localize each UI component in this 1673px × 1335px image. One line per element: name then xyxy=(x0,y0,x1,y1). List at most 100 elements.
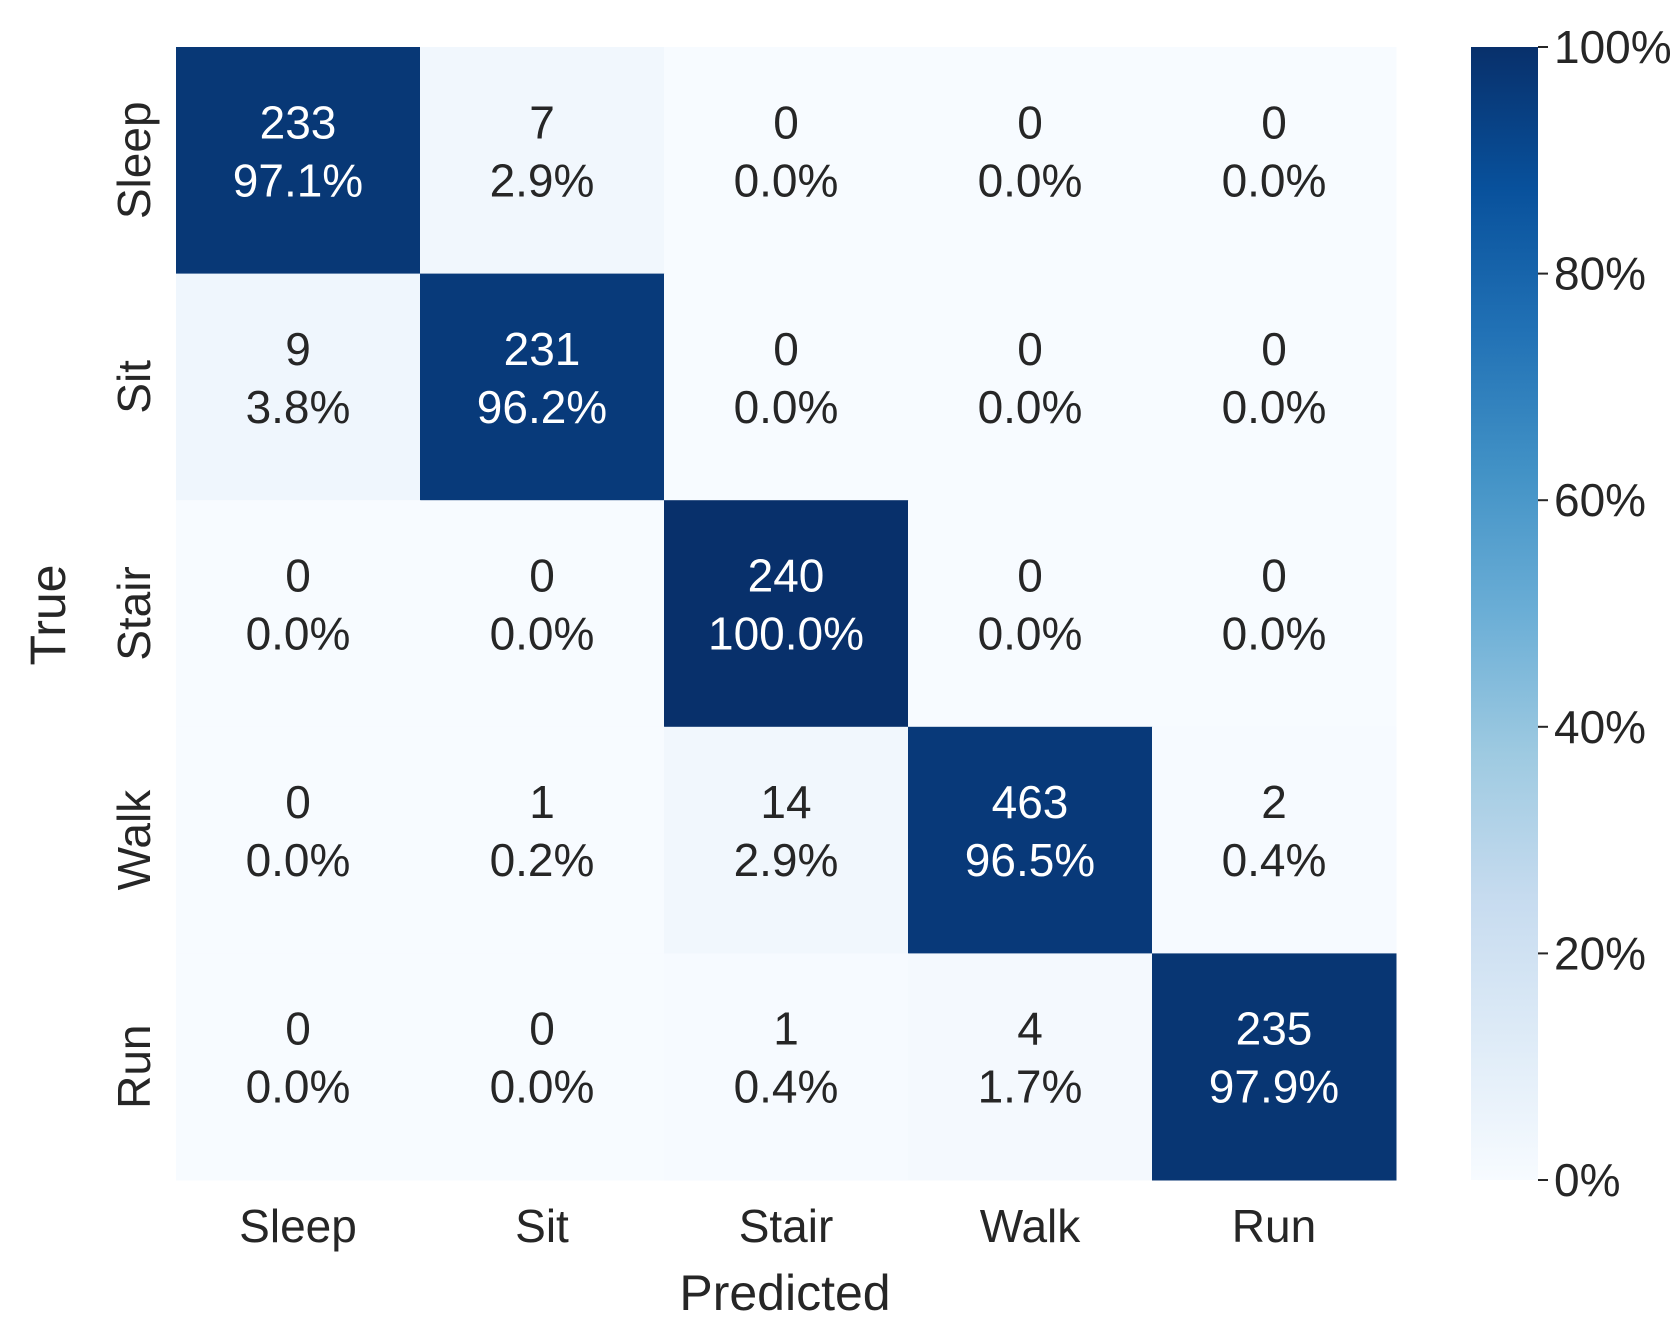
heatmap-cell xyxy=(420,273,665,501)
colorbar-ticks: 0% 20% 40% 60% 80% 100% xyxy=(1538,21,1672,1206)
heatmap-cell xyxy=(664,726,909,954)
colorbar-tick-label: 20% xyxy=(1554,927,1646,979)
y-tick-label: Sit xyxy=(108,360,160,414)
colorbar-tick-label: 100% xyxy=(1554,21,1672,73)
colorbar-tick-label: 60% xyxy=(1554,474,1646,526)
cell-count-label: 1 xyxy=(529,776,555,828)
cell-percent-label: 0.0% xyxy=(1222,154,1327,206)
y-tick-label: Run xyxy=(108,1025,160,1109)
heatmap-cell xyxy=(420,47,665,275)
cell-percent-label: 2.9% xyxy=(734,834,839,886)
x-tick-label: Stair xyxy=(739,1200,834,1252)
cell-percent-label: 100.0% xyxy=(708,608,864,660)
cell-count-label: 0 xyxy=(1261,323,1287,375)
heatmap-cell xyxy=(664,273,909,501)
cell-count-label: 0 xyxy=(1017,550,1043,602)
cell-count-label: 0 xyxy=(285,550,311,602)
heatmap-cell xyxy=(176,953,421,1181)
heatmap-cell xyxy=(664,500,909,728)
heatmap-cell xyxy=(176,273,421,501)
cell-percent-label: 0.0% xyxy=(978,381,1083,433)
cell-percent-label: 0.2% xyxy=(490,834,595,886)
y-tick-labels: Sleep Sit Stair Walk Run xyxy=(108,101,160,1108)
heatmap-cell xyxy=(176,47,421,275)
heatmap-cell xyxy=(420,726,665,954)
heatmap-cell xyxy=(664,47,909,275)
y-tick-label: Stair xyxy=(108,566,160,661)
heatmap-cell xyxy=(908,953,1153,1181)
y-axis-label: True xyxy=(20,565,76,666)
cell-percent-label: 0.0% xyxy=(734,154,839,206)
cell-count-label: 1 xyxy=(773,1003,799,1055)
cell-count-label: 233 xyxy=(260,96,337,148)
cell-count-label: 2 xyxy=(1261,776,1287,828)
cell-percent-label: 0.0% xyxy=(978,154,1083,206)
cell-count-label: 0 xyxy=(1017,323,1043,375)
cell-count-label: 0 xyxy=(285,776,311,828)
cell-percent-label: 0.0% xyxy=(490,1061,595,1113)
cell-count-label: 0 xyxy=(285,1003,311,1055)
cell-percent-label: 0.0% xyxy=(978,608,1083,660)
cell-percent-label: 0.0% xyxy=(490,608,595,660)
cell-count-label: 9 xyxy=(285,323,311,375)
cell-percent-label: 0.0% xyxy=(1222,608,1327,660)
cell-percent-label: 0.0% xyxy=(246,1061,351,1113)
x-tick-label: Sleep xyxy=(239,1200,357,1252)
heatmap-cell xyxy=(908,47,1153,275)
cell-percent-label: 0.0% xyxy=(246,608,351,660)
heatmap-cell xyxy=(664,953,909,1181)
y-tick-label: Walk xyxy=(108,789,160,891)
cell-percent-label: 0.0% xyxy=(246,834,351,886)
cell-count-label: 0 xyxy=(529,1003,555,1055)
x-tick-label: Walk xyxy=(980,1200,1082,1252)
colorbar-gradient xyxy=(1471,47,1538,1180)
heatmap-cell xyxy=(1152,500,1397,728)
colorbar-tick-label: 0% xyxy=(1554,1154,1620,1206)
cell-percent-label: 97.9% xyxy=(1209,1061,1339,1113)
cell-count-label: 240 xyxy=(748,550,825,602)
cell-count-label: 0 xyxy=(529,550,555,602)
heatmap-cell xyxy=(908,500,1153,728)
heatmap-cell xyxy=(176,500,421,728)
heatmap-cell xyxy=(420,953,665,1181)
cell-percent-label: 0.0% xyxy=(734,381,839,433)
cell-count-label: 14 xyxy=(760,776,811,828)
cell-percent-label: 1.7% xyxy=(978,1061,1083,1113)
x-axis-label: Predicted xyxy=(679,1265,890,1321)
cell-count-label: 463 xyxy=(992,776,1069,828)
cell-count-label: 4 xyxy=(1017,1003,1043,1055)
cell-percent-label: 0.0% xyxy=(1222,381,1327,433)
colorbar-tick-label: 40% xyxy=(1554,701,1646,753)
cell-count-label: 0 xyxy=(773,96,799,148)
colorbar: 0% 20% 40% 60% 80% 100% xyxy=(1471,21,1672,1206)
heatmap-cell xyxy=(1152,726,1397,954)
heatmap-cell xyxy=(176,726,421,954)
colorbar-tick-label: 80% xyxy=(1554,248,1646,300)
x-tick-label: Sit xyxy=(515,1200,569,1252)
cell-percent-label: 0.4% xyxy=(1222,834,1327,886)
y-tick-label: Sleep xyxy=(108,101,160,219)
heatmap-cells xyxy=(176,47,1397,1181)
x-tick-labels: Sleep Sit Stair Walk Run xyxy=(239,1200,1316,1252)
cell-count-label: 0 xyxy=(1261,550,1287,602)
heatmap-cell xyxy=(908,273,1153,501)
cell-count-label: 235 xyxy=(1236,1003,1313,1055)
cell-percent-label: 97.1% xyxy=(233,154,363,206)
x-tick-label: Run xyxy=(1232,1200,1316,1252)
heatmap-cell xyxy=(908,726,1153,954)
cell-count-label: 0 xyxy=(773,323,799,375)
cell-percent-label: 96.2% xyxy=(477,381,607,433)
heatmap-cell xyxy=(420,500,665,728)
heatmap-cell xyxy=(1152,953,1397,1181)
cell-percent-label: 2.9% xyxy=(490,154,595,206)
cell-percent-label: 0.4% xyxy=(734,1061,839,1113)
cell-percent-label: 3.8% xyxy=(246,381,351,433)
cell-count-label: 0 xyxy=(1261,96,1287,148)
cell-count-label: 0 xyxy=(1017,96,1043,148)
cell-percent-label: 96.5% xyxy=(965,834,1095,886)
cell-count-label: 231 xyxy=(504,323,581,375)
heatmap-cell-labels: 233 97.1% 7 2.9% 0 0.0% 0 0.0% 0 0.0% 9 3.8% 231 96.2… xyxy=(233,96,1339,1112)
heatmap-cell xyxy=(1152,273,1397,501)
cell-count-label: 7 xyxy=(529,96,555,148)
